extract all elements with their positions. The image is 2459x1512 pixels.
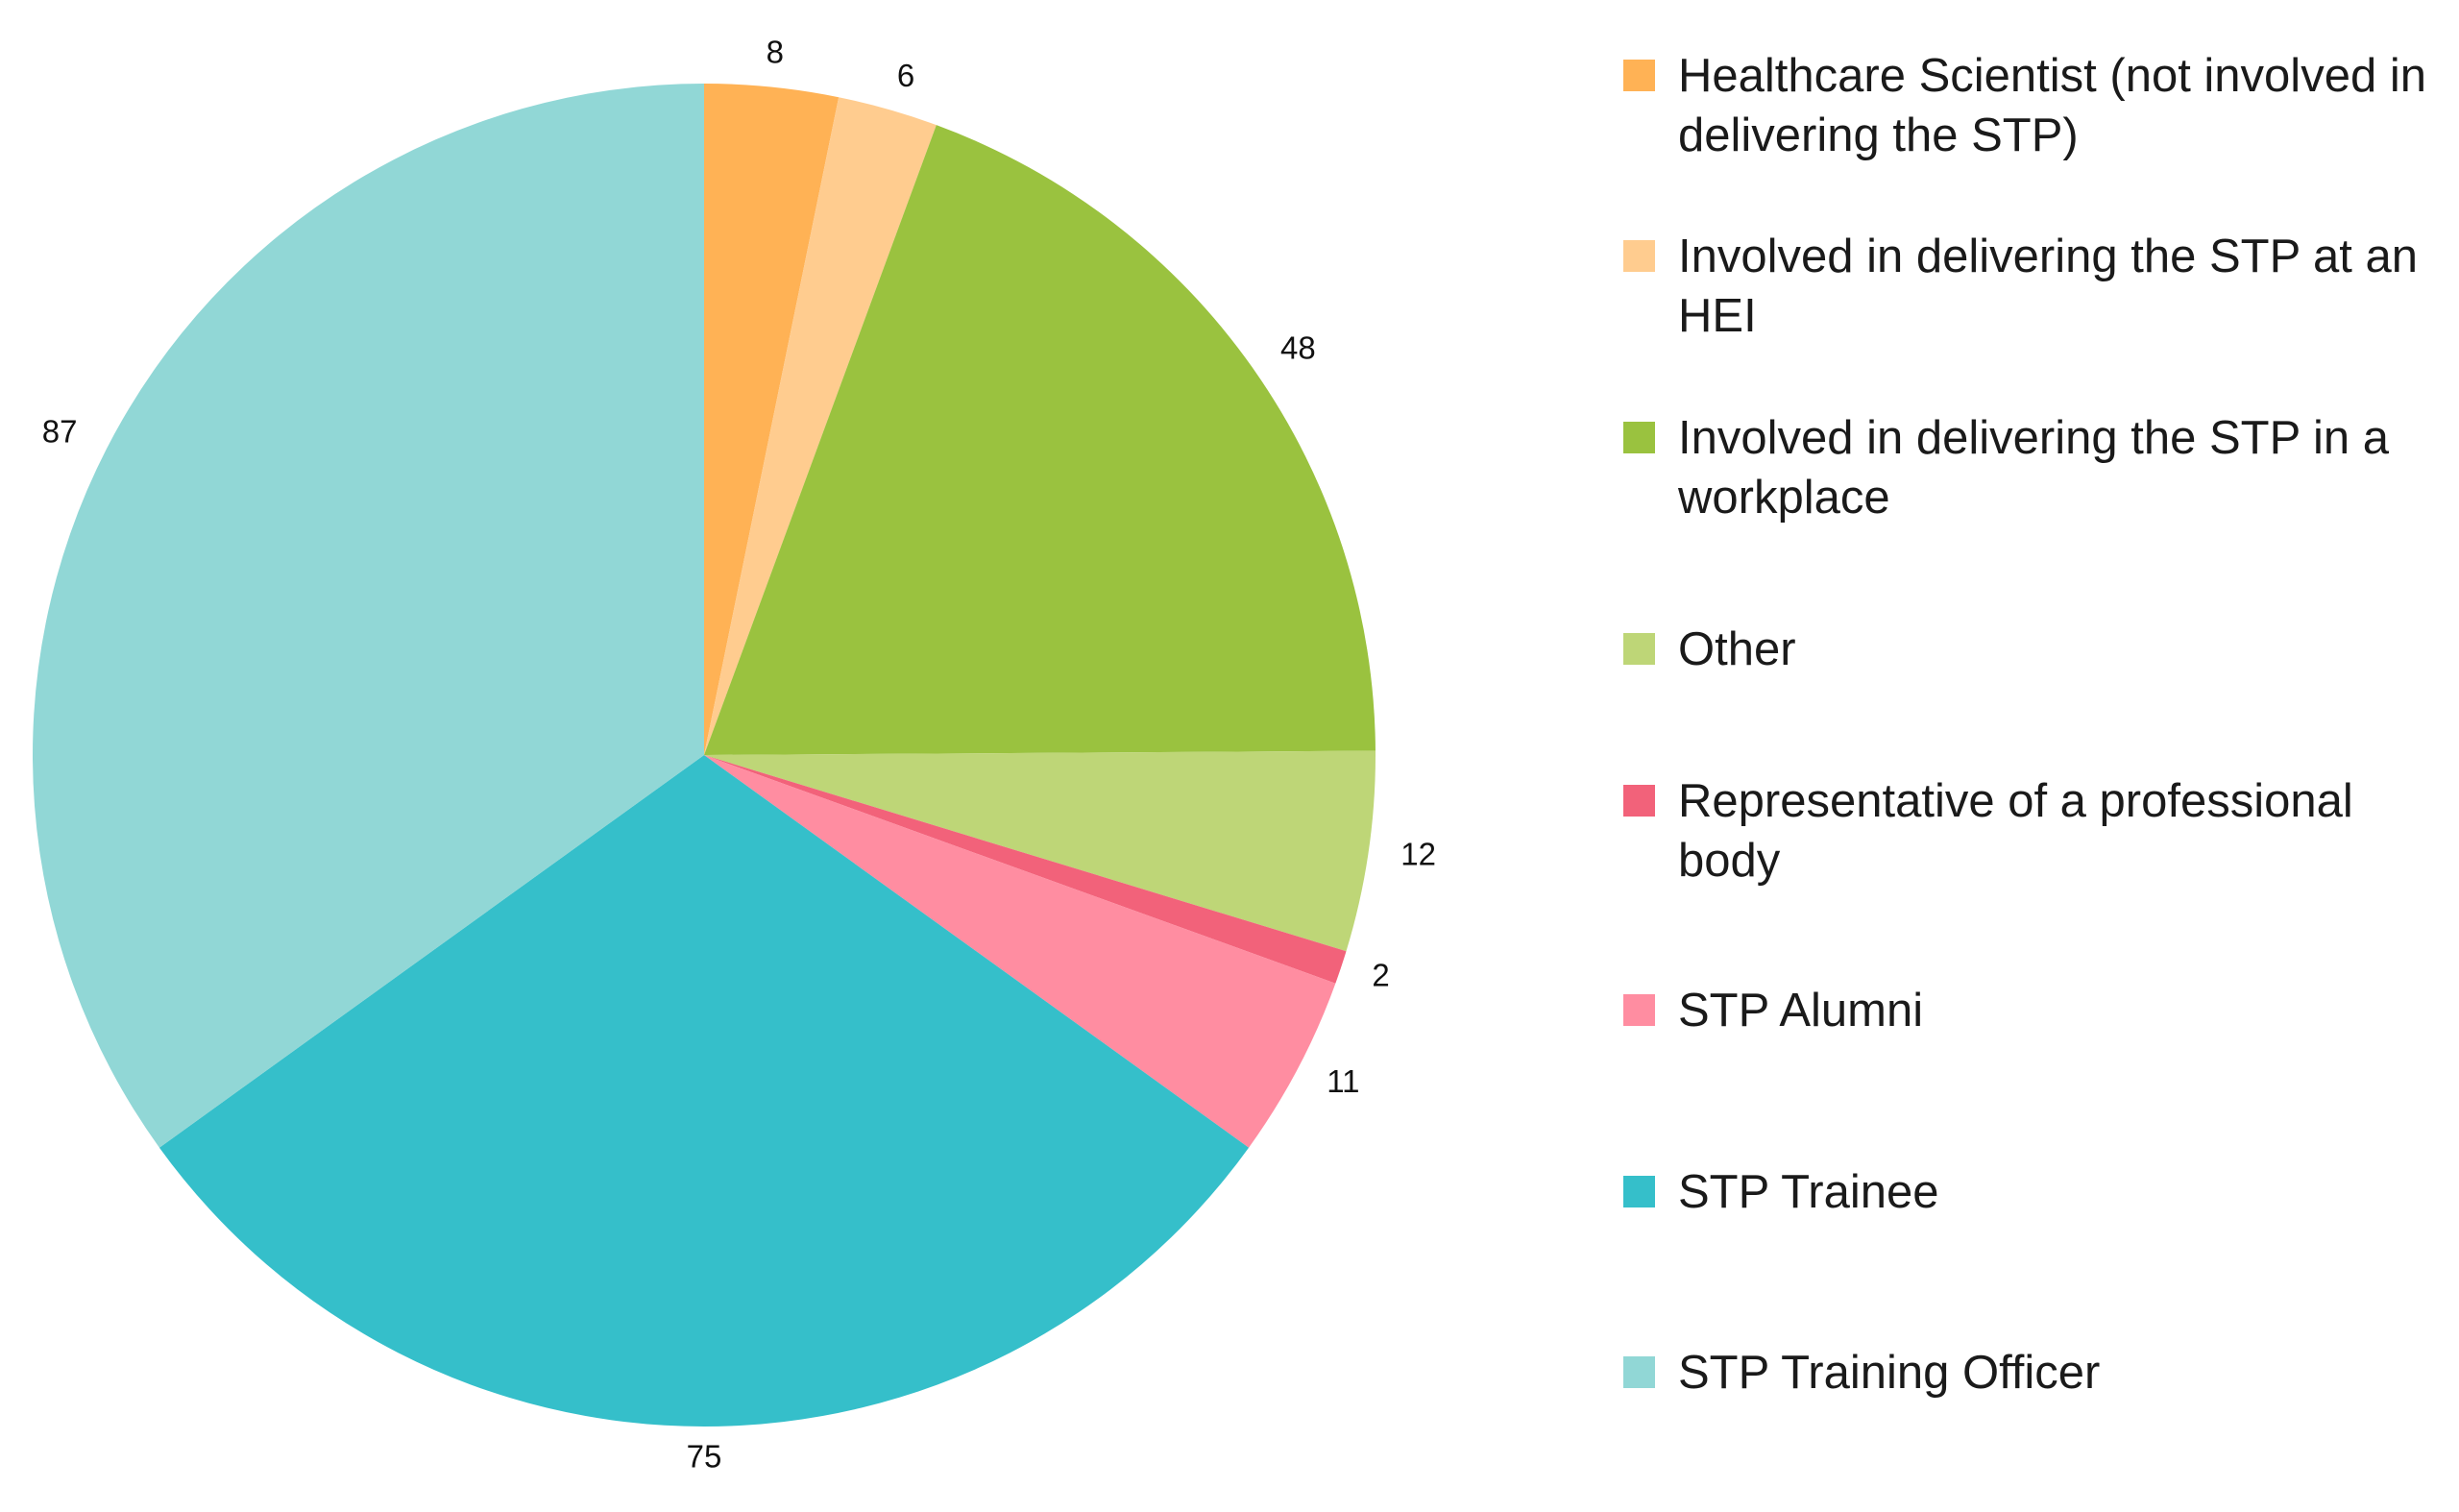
data-label: 6 — [897, 58, 914, 93]
legend-swatch — [1623, 422, 1655, 453]
data-label: 12 — [1400, 837, 1436, 872]
pie-slice — [704, 84, 840, 755]
legend-item: STP Training Officer — [1623, 1343, 2430, 1402]
data-label: 48 — [1280, 330, 1316, 366]
pie-slice — [704, 97, 937, 755]
data-label: 11 — [1327, 1063, 1359, 1099]
legend-label: Representative of a professional body — [1678, 775, 2353, 887]
pie-slice — [704, 750, 1376, 952]
legend-item: STP Trainee — [1623, 1162, 2430, 1222]
legend-swatch — [1623, 240, 1655, 272]
legend-swatch — [1623, 1176, 1655, 1207]
legend-label: STP Alumni — [1678, 985, 1924, 1036]
legend-item: Representative of a professional body — [1623, 771, 2430, 890]
legend-label: Other — [1678, 623, 1796, 675]
legend-label: Involved in delivering the STP in a work… — [1678, 412, 2389, 524]
legend-swatch — [1623, 994, 1655, 1026]
legend-item: STP Alumni — [1623, 981, 2430, 1040]
legend-label: STP Training Officer — [1678, 1347, 2101, 1399]
legend-swatch — [1623, 633, 1655, 665]
legend-item: Involved in delivering the STP at an HEI — [1623, 227, 2430, 346]
legend-swatch — [1623, 785, 1655, 817]
legend-label: Healthcare Scientist (not involved in de… — [1678, 50, 2426, 161]
data-label: 2 — [1372, 957, 1389, 992]
legend-swatch — [1623, 60, 1655, 91]
legend-swatch — [1623, 1356, 1655, 1388]
legend-label: STP Trainee — [1678, 1166, 1939, 1218]
data-label: 8 — [767, 34, 784, 69]
legend-item: Involved in delivering the STP in a work… — [1623, 408, 2430, 527]
pie-slice — [704, 755, 1336, 1148]
legend-item: Healthcare Scientist (not involved in de… — [1623, 46, 2430, 165]
pie-slice — [158, 755, 1250, 1427]
chart: 8 6 48 12 2 11 75 87 — [32, 34, 1436, 1475]
legend-item: Other — [1623, 620, 2430, 679]
data-label: 87 — [42, 414, 78, 450]
pie-slice — [704, 125, 1376, 755]
pie-slice — [32, 84, 704, 1148]
legend-label: Involved in delivering the STP at an HEI — [1678, 231, 2418, 342]
pie-slice — [704, 755, 1347, 984]
data-label: 75 — [687, 1439, 722, 1475]
